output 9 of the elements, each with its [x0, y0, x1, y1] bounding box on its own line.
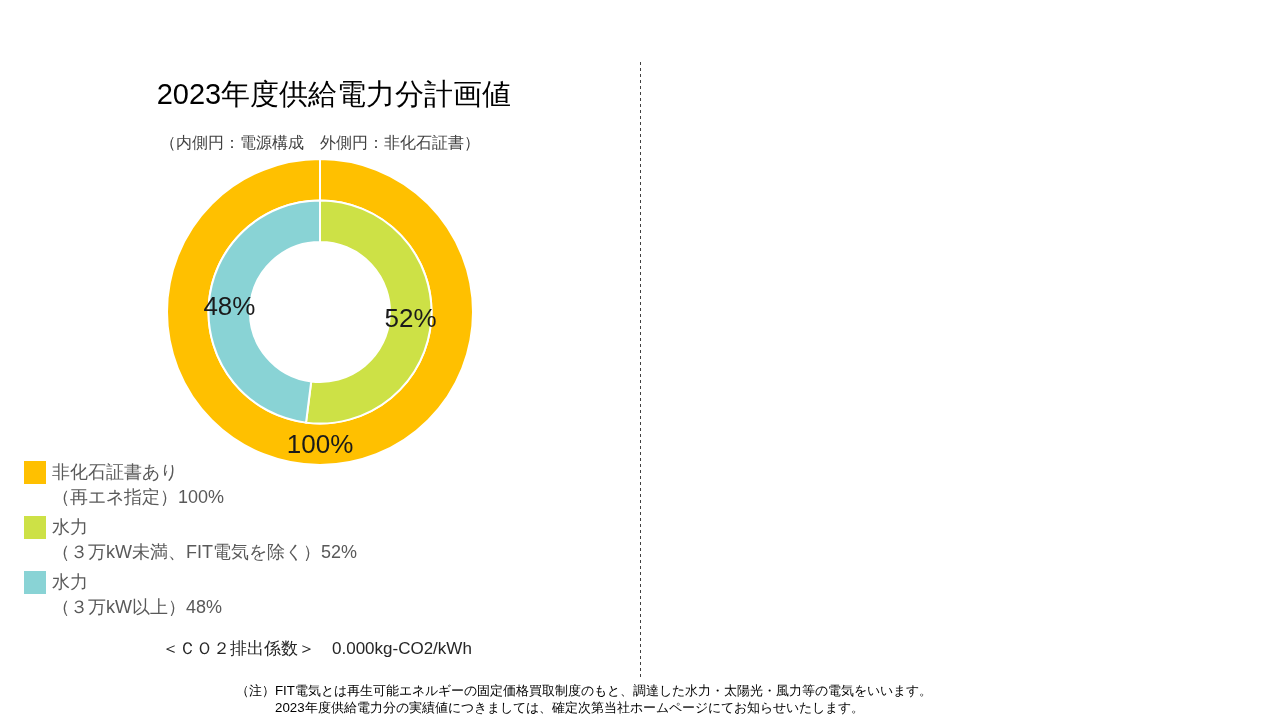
legend-label: 水力（３万kW以上）48% — [52, 572, 222, 617]
text: 2023年度供給電力分の実績値につきましては、確定次第当社ホームページにてお知らせいたします。 — [275, 700, 864, 715]
chart-subtitle: （内側円：電源構成 外側円：非化石証書） — [160, 134, 480, 151]
data-label: 100% — [286, 429, 354, 460]
text: ＜ＣＯ２排出係数＞ 0.000kg-CO2/kWh — [162, 639, 472, 658]
legend-label: 非化石証書あり（再エネ指定）100% — [52, 462, 225, 507]
legend-label: 水力（３万kW未満、FIT電気を除く）52% — [52, 517, 357, 562]
chart-title: 2023年度供給電力分計画値 — [156, 78, 512, 110]
text: （注）FIT電気とは再生可能エネルギーの固定価格買取制度のもと、調達した水力・太陽光・風力等の電気をいいます。 — [236, 683, 932, 698]
